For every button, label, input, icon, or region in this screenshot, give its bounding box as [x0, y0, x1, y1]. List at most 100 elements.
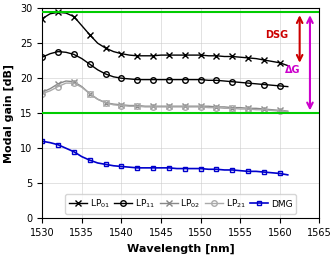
DMG — [48, 141, 52, 144]
Line: LP$_{21}$: LP$_{21}$ — [39, 80, 291, 115]
LP$_{01}$ — [72, 15, 76, 18]
LP$_{01}$ — [214, 54, 218, 57]
LP$_{11}$ — [48, 52, 52, 55]
DMG — [207, 168, 211, 171]
LP$_{02}$ — [56, 82, 60, 85]
LP$_{02}$ — [175, 105, 179, 108]
LP$_{02}$ — [222, 105, 226, 108]
LP$_{01}$ — [199, 54, 203, 57]
LP$_{02}$ — [207, 105, 211, 108]
LP$_{11}$ — [143, 78, 147, 81]
LP$_{02}$ — [254, 107, 258, 110]
LP$_{11}$ — [40, 56, 44, 59]
DMG — [40, 140, 44, 143]
LP$_{01}$ — [80, 24, 84, 27]
LP$_{02}$ — [191, 105, 195, 108]
LP$_{11}$ — [246, 82, 250, 85]
LP$_{21}$ — [151, 105, 155, 108]
LP$_{01}$ — [151, 54, 155, 57]
LP$_{01}$ — [143, 54, 147, 57]
Line: DMG: DMG — [40, 139, 290, 177]
LP$_{02}$ — [72, 80, 76, 83]
LP$_{21}$ — [278, 110, 282, 113]
DMG — [56, 143, 60, 146]
LP$_{21}$ — [246, 108, 250, 111]
LP$_{01}$ — [64, 12, 68, 15]
LP$_{01}$ — [96, 42, 100, 45]
LP$_{11}$ — [222, 79, 226, 83]
LP$_{01}$ — [191, 54, 195, 57]
DMG — [159, 166, 163, 170]
LP$_{21}$ — [207, 106, 211, 109]
LP$_{21}$ — [56, 85, 60, 88]
LP$_{02}$ — [119, 103, 123, 106]
LP$_{01}$ — [167, 54, 171, 57]
LP$_{21}$ — [143, 105, 147, 108]
LP$_{21}$ — [183, 105, 187, 108]
LP$_{02}$ — [183, 105, 187, 108]
DMG — [167, 166, 171, 170]
LP$_{21}$ — [112, 103, 116, 106]
LP$_{01}$ — [88, 33, 92, 36]
LP$_{01}$ — [207, 54, 211, 57]
Line: LP$_{02}$: LP$_{02}$ — [39, 78, 291, 114]
LP$_{11}$ — [270, 84, 274, 87]
LP$_{21}$ — [254, 108, 258, 111]
LP$_{21}$ — [127, 105, 131, 108]
LP$_{21}$ — [175, 105, 179, 108]
LP$_{21}$ — [119, 104, 123, 107]
LP$_{11}$ — [80, 57, 84, 60]
LP$_{02}$ — [112, 103, 116, 106]
DMG — [151, 166, 155, 170]
LP$_{11}$ — [167, 78, 171, 81]
DMG — [143, 166, 147, 170]
DMG — [286, 173, 290, 176]
DMG — [199, 167, 203, 170]
DMG — [175, 167, 179, 170]
LP$_{02}$ — [286, 110, 290, 113]
LP$_{02}$ — [135, 104, 139, 107]
LP$_{02}$ — [278, 109, 282, 112]
DMG — [127, 166, 131, 169]
LP$_{21}$ — [135, 105, 139, 108]
LP$_{01}$ — [119, 52, 123, 55]
LP$_{11}$ — [175, 78, 179, 81]
LP$_{11}$ — [191, 78, 195, 81]
Text: DSG: DSG — [265, 30, 288, 41]
LP$_{02}$ — [103, 101, 108, 104]
LP$_{21}$ — [286, 110, 290, 113]
LP$_{01}$ — [103, 46, 108, 50]
LP$_{02}$ — [64, 79, 68, 83]
LP$_{01}$ — [286, 64, 290, 67]
LP$_{21}$ — [80, 86, 84, 89]
DMG — [72, 150, 76, 153]
LP$_{21}$ — [230, 107, 234, 110]
LP$_{21}$ — [88, 92, 92, 95]
LP$_{01}$ — [127, 54, 131, 57]
LP$_{02}$ — [80, 85, 84, 88]
DMG — [96, 162, 100, 165]
LP$_{21}$ — [64, 82, 68, 85]
LP$_{21}$ — [96, 98, 100, 101]
LP$_{11}$ — [103, 72, 108, 76]
DMG — [238, 169, 242, 172]
DMG — [246, 170, 250, 173]
LP$_{02}$ — [167, 105, 171, 108]
LP$_{01}$ — [183, 54, 187, 57]
DMG — [112, 164, 116, 167]
LP$_{02}$ — [262, 108, 266, 111]
LP$_{21}$ — [238, 108, 242, 111]
LP$_{02}$ — [270, 108, 274, 111]
LP$_{01}$ — [230, 55, 234, 58]
LP$_{21}$ — [270, 109, 274, 112]
LP$_{11}$ — [119, 77, 123, 80]
Text: ΔG: ΔG — [285, 65, 300, 75]
LP$_{21}$ — [262, 108, 266, 111]
LP$_{21}$ — [48, 89, 52, 92]
Y-axis label: Modal gain [dB]: Modal gain [dB] — [4, 64, 14, 163]
LP$_{01}$ — [254, 57, 258, 60]
Line: LP$_{11}$: LP$_{11}$ — [39, 49, 291, 89]
LP$_{11}$ — [72, 53, 76, 56]
LP$_{21}$ — [167, 105, 171, 108]
LP$_{02}$ — [88, 92, 92, 95]
